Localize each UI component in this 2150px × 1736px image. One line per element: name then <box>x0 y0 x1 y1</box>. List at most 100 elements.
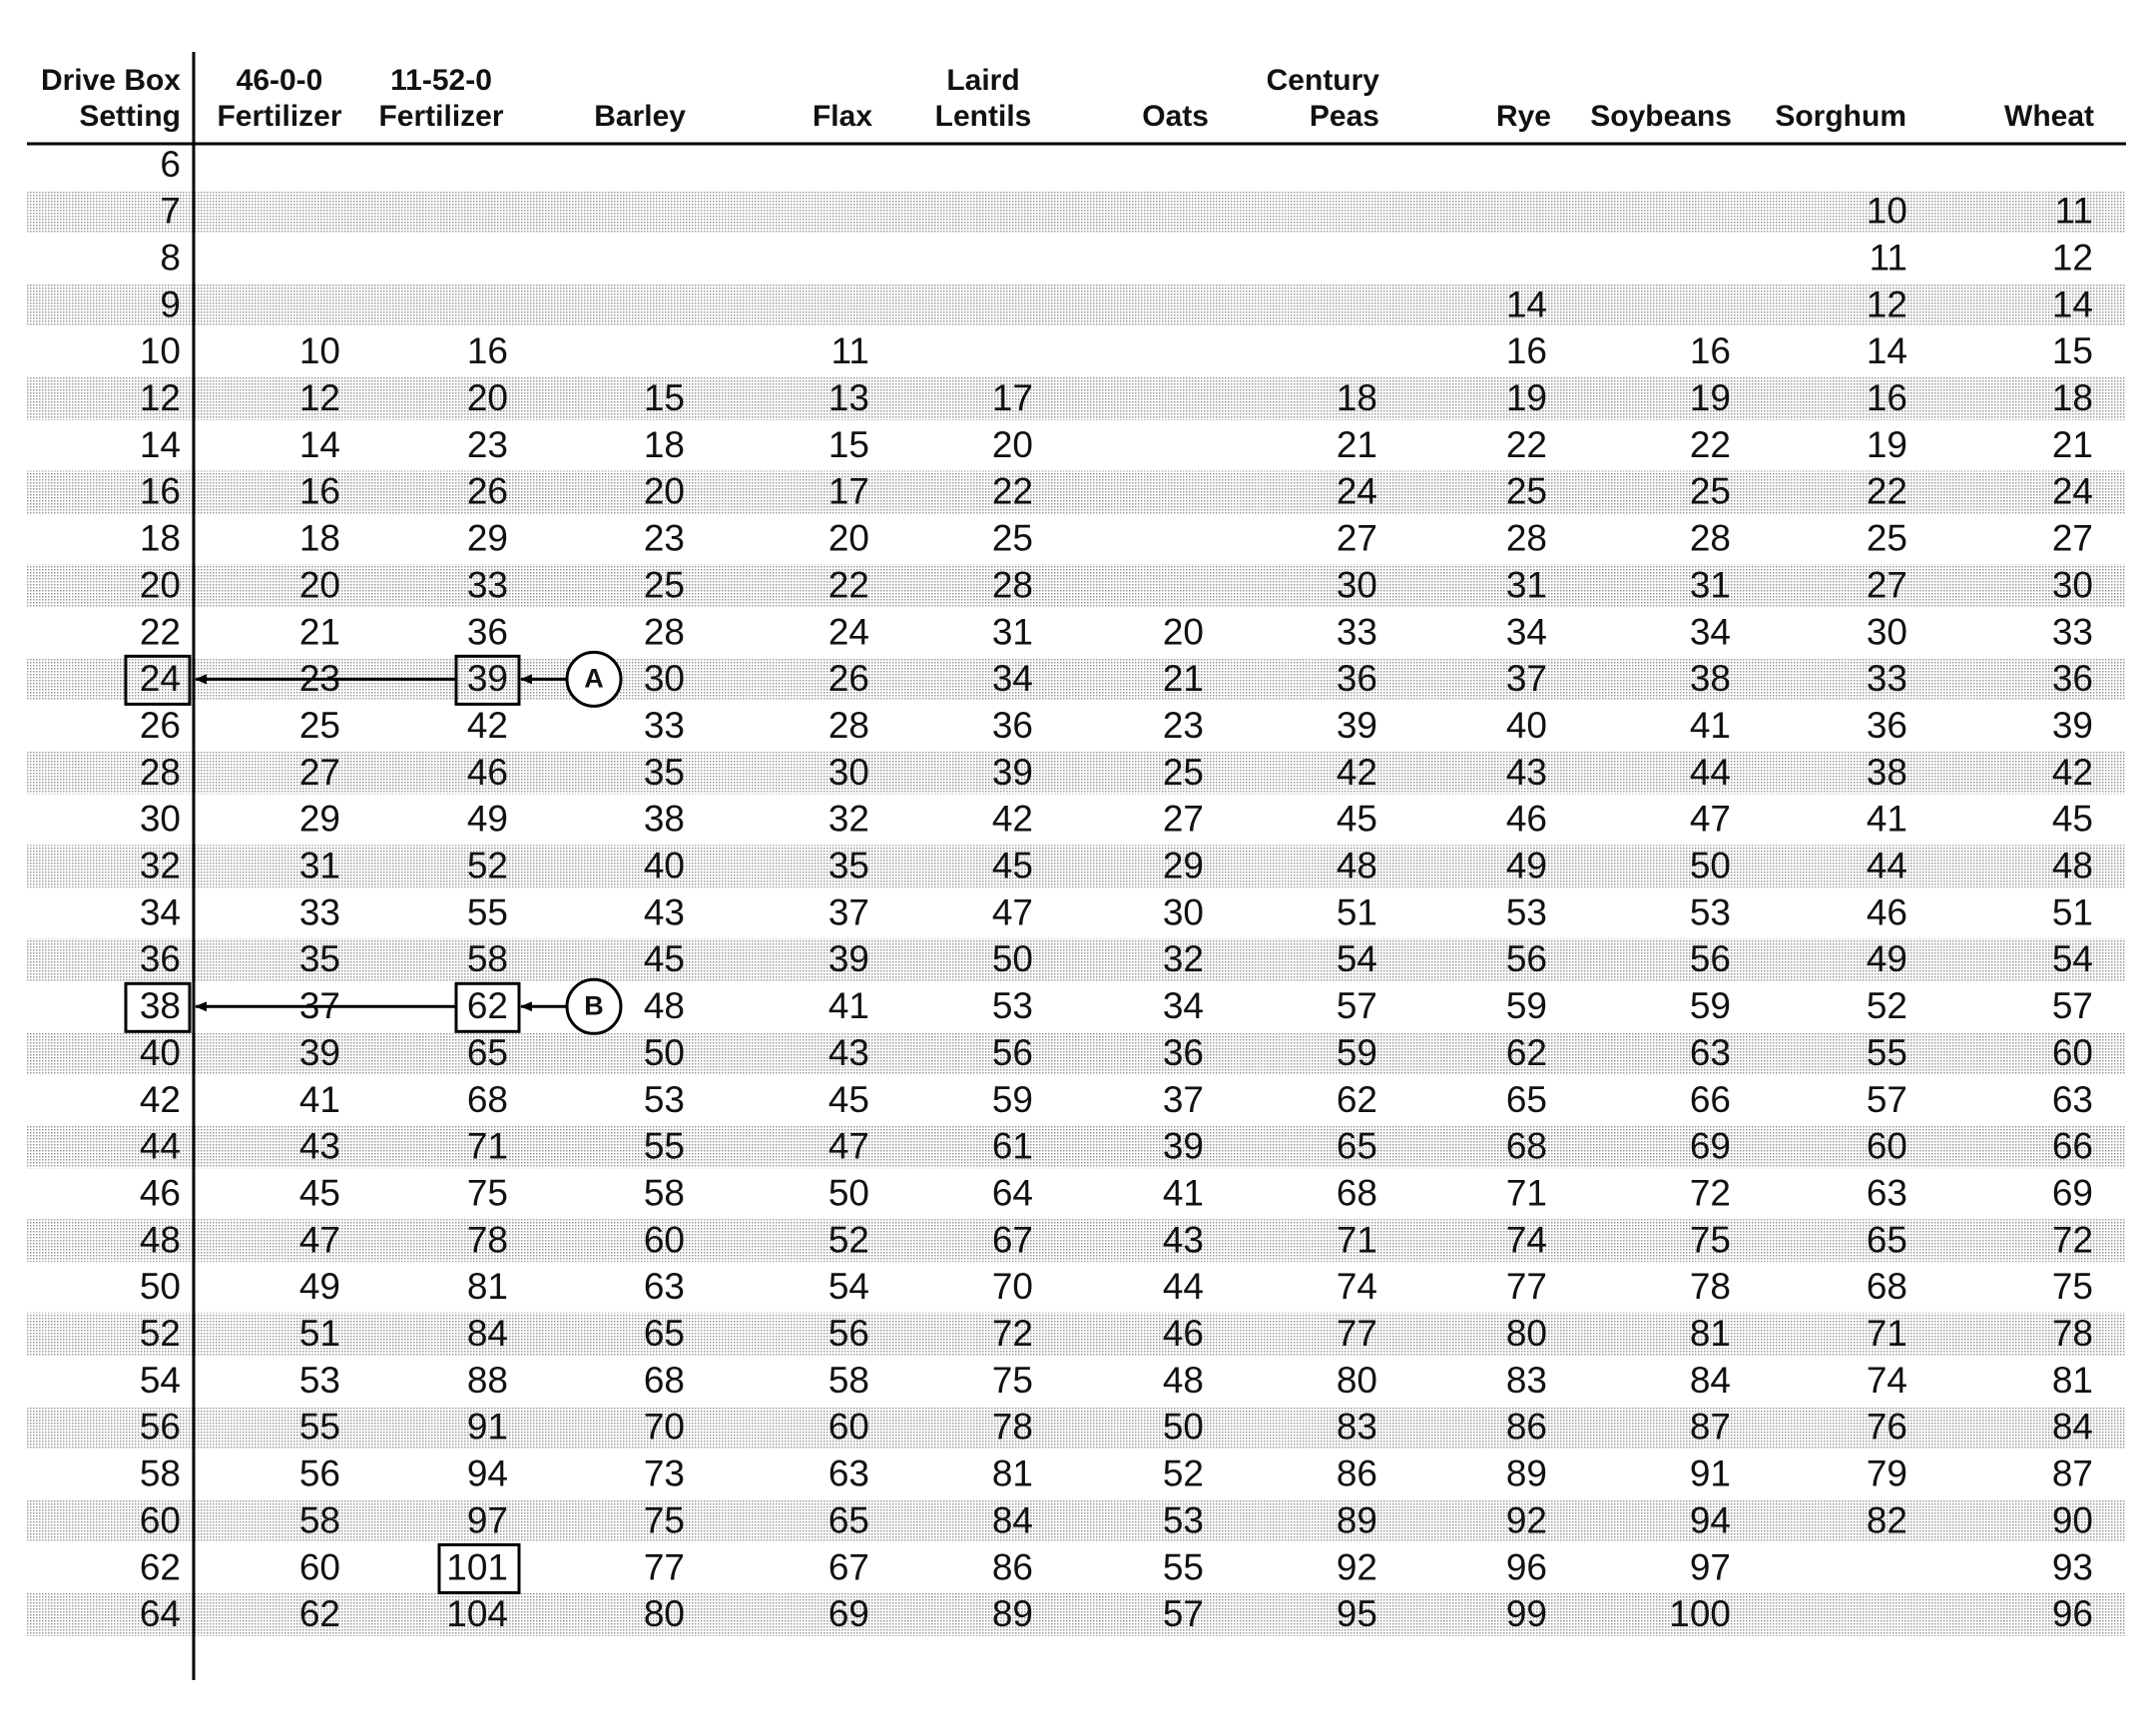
rate-cell: 75 <box>644 1499 685 1540</box>
rate-cell: 60 <box>2052 1032 2093 1073</box>
rate-cell: 55 <box>299 1407 340 1447</box>
setting-cell: 10 <box>140 330 181 371</box>
rate-cell: 43 <box>644 891 685 932</box>
rate-cell: 36 <box>992 705 1033 746</box>
rate-cell: 29 <box>467 518 508 559</box>
rate-cell: 57 <box>2052 985 2093 1026</box>
rate-cell: 91 <box>1690 1453 1731 1494</box>
rate-cell: 11 <box>831 330 869 371</box>
rate-cell: 66 <box>2052 1126 2093 1167</box>
setting-cell: 12 <box>140 377 181 418</box>
rate-cell: 104 <box>446 1593 508 1634</box>
rate-cell: 96 <box>2052 1593 2093 1634</box>
rate-cell: 19 <box>1867 424 1907 465</box>
setting-cell: 7 <box>160 191 181 232</box>
rate-cell: 32 <box>828 799 869 840</box>
rate-cell: 29 <box>299 799 340 840</box>
rate-cell: 14 <box>1506 284 1547 324</box>
rate-cell: 53 <box>1506 891 1547 932</box>
column-header: Oats <box>1142 100 1209 133</box>
rate-cell: 20 <box>299 564 340 605</box>
rate-cell: 53 <box>1690 891 1731 932</box>
rate-cell: 27 <box>1163 799 1204 840</box>
rate-cell: 77 <box>1337 1313 1377 1354</box>
column-header: 46-0-0 <box>237 64 323 97</box>
row-stripe <box>27 1125 2126 1169</box>
column-header: Setting <box>79 100 181 133</box>
rate-cell: 53 <box>1163 1499 1204 1540</box>
setting-cell: 38 <box>140 985 181 1026</box>
rate-cell: 41 <box>1867 799 1907 840</box>
rate-cell: 51 <box>1337 891 1377 932</box>
rate-cell: 16 <box>299 471 340 512</box>
table-header: Drive BoxSetting46-0-0Fertilizer11-52-0F… <box>41 64 2094 133</box>
setting-cell: 20 <box>140 564 181 605</box>
rate-cell: 73 <box>644 1453 685 1494</box>
rate-cell: 11 <box>1870 237 1907 278</box>
rate-cell: 74 <box>1867 1360 1907 1401</box>
rate-cell: 52 <box>467 846 508 886</box>
row-stripe <box>27 1312 2126 1356</box>
rate-cell: 89 <box>1506 1453 1547 1494</box>
column-header: 11-52-0 <box>390 64 492 97</box>
rate-cell: 91 <box>467 1407 508 1447</box>
rate-cell: 45 <box>992 846 1033 886</box>
rate-cell: 74 <box>1337 1266 1377 1307</box>
rate-cell: 56 <box>828 1313 869 1354</box>
rate-cell: 63 <box>2052 1079 2093 1120</box>
rate-cell: 81 <box>992 1453 1033 1494</box>
rate-cell: 55 <box>1867 1032 1907 1073</box>
rate-cell: 50 <box>1163 1407 1204 1447</box>
rate-cell: 53 <box>644 1079 685 1120</box>
rate-cell: 23 <box>467 424 508 465</box>
rate-cell: 56 <box>299 1453 340 1494</box>
column-header: Barley <box>594 100 686 133</box>
rate-cell: 25 <box>992 518 1033 559</box>
rate-cell: 60 <box>299 1546 340 1587</box>
rate-cell: 87 <box>1690 1407 1731 1447</box>
rate-cell: 14 <box>1867 330 1907 371</box>
rate-cell: 86 <box>1337 1453 1377 1494</box>
rate-cell: 49 <box>299 1266 340 1307</box>
rate-cell: 43 <box>1506 752 1547 793</box>
row-stripe <box>27 845 2126 888</box>
rate-cell: 37 <box>1163 1079 1204 1120</box>
rate-cell: 55 <box>467 891 508 932</box>
rate-cell: 33 <box>1867 658 1907 699</box>
rate-cell: 58 <box>644 1172 685 1213</box>
setting-cell: 8 <box>160 237 181 278</box>
rate-cell: 56 <box>992 1032 1033 1073</box>
rate-cell: 65 <box>1867 1219 1907 1260</box>
rate-cell: 21 <box>2052 424 2093 465</box>
rate-cell: 18 <box>299 518 340 559</box>
rate-cell: 48 <box>1163 1360 1204 1401</box>
rate-cell: 34 <box>1163 985 1204 1026</box>
rate-cell: 34 <box>1690 611 1731 652</box>
rate-cell: 78 <box>2052 1313 2093 1354</box>
setting-cell: 60 <box>140 1499 181 1540</box>
rate-cell: 29 <box>1163 846 1204 886</box>
rate-cell: 97 <box>1690 1546 1731 1587</box>
highlight-box <box>124 981 192 1033</box>
rate-cell: 62 <box>299 1593 340 1634</box>
rate-cell: 96 <box>1506 1546 1547 1587</box>
rate-cell: 35 <box>644 752 685 793</box>
rate-cell: 59 <box>1337 1032 1377 1073</box>
rate-cell: 46 <box>1867 891 1907 932</box>
rate-cell: 35 <box>828 846 869 886</box>
rate-cell: 87 <box>2052 1453 2093 1494</box>
setting-cell: 26 <box>140 705 181 746</box>
rate-cell: 92 <box>1506 1499 1547 1540</box>
rate-cell: 69 <box>1690 1126 1731 1167</box>
rate-cell: 101 <box>446 1546 508 1587</box>
rate-cell: 22 <box>1690 424 1731 465</box>
rate-cell: 42 <box>2052 752 2093 793</box>
rate-cell: 79 <box>1867 1453 1907 1494</box>
row-stripe <box>27 938 2126 981</box>
rate-cell: 75 <box>1690 1219 1731 1260</box>
column-header: Fertilizer <box>217 100 341 133</box>
rate-cell: 22 <box>1867 471 1907 512</box>
setting-cell: 16 <box>140 471 181 512</box>
row-stripe <box>27 376 2126 420</box>
